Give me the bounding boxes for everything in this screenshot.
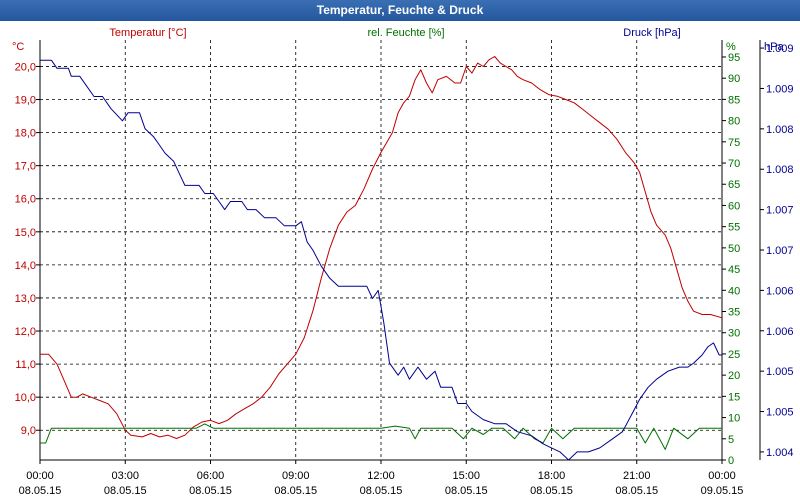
x-tick-time-label: 09:00 [282, 470, 310, 482]
humidity-tick-label: 5 [728, 434, 734, 446]
temperature-tick-label: 11,0 [15, 359, 36, 371]
humidity-tick-label: 45 [728, 264, 740, 276]
x-tick-time-label: 15:00 [452, 470, 480, 482]
humidity-tick-label: 50 [728, 243, 740, 255]
x-tick-time-label: 00:00 [708, 470, 736, 482]
pressure-tick-label: 1.005 [766, 366, 794, 378]
temperature-line [40, 56, 723, 439]
x-tick-time-label: 12:00 [367, 470, 395, 482]
x-tick-date-label: 08.05.15 [360, 485, 403, 497]
humidity-tick-label: 55 [728, 222, 740, 234]
humidity-tick-label: 15 [728, 391, 740, 403]
temperature-axis-label: Temperatur [°C] [109, 27, 186, 39]
humidity-tick-label: 75 [728, 137, 740, 149]
pressure-tick-label: 1.009 [766, 43, 794, 55]
x-tick-time-label: 06:00 [197, 470, 225, 482]
pressure-line [40, 59, 722, 461]
temperature-tick-label: 18,0 [15, 128, 36, 140]
humidity-axis-label: rel. Feuchte [%] [367, 27, 444, 39]
x-tick-time-label: 03:00 [111, 470, 139, 482]
chart-title: Temperatur, Feuchte & Druck [316, 3, 484, 17]
temperature-tick-label: 9,0 [21, 425, 36, 437]
tick-labels: 9,0 10,0 11,0 12,0 13,0 14,0 15,0 16,0 17,0 18,0 1… [15, 43, 794, 497]
pressure-tick-label: 1.008 [766, 164, 794, 176]
humidity-tick-label: 35 [728, 307, 740, 319]
temperature-tick-label: 12,0 [15, 326, 36, 338]
pressure-tick-label: 1.005 [766, 407, 794, 419]
grid [40, 40, 722, 460]
humidity-tick-label: 85 [728, 94, 740, 106]
chart-title-bar: Temperatur, Feuchte & Druck [0, 0, 800, 21]
x-tick-date-label: 08.05.15 [19, 485, 62, 497]
pressure-tick-label: 1.009 [766, 83, 794, 95]
humidity-tick-label: 25 [728, 349, 740, 361]
temperature-tick-label: 10,0 [15, 392, 36, 404]
x-tick-date-label: 08.05.15 [445, 485, 488, 497]
temperature-tick-label: 16,0 [15, 194, 36, 206]
humidity-unit-label: % [726, 41, 736, 53]
humidity-line [40, 423, 722, 450]
x-tick-date-label: 08.05.15 [615, 485, 658, 497]
humidity-tick-label: 90 [728, 73, 740, 85]
temperature-tick-label: 15,0 [15, 227, 36, 239]
temperature-tick-label: 17,0 [15, 161, 36, 173]
pressure-tick-label: 1.006 [766, 326, 794, 338]
x-tick-date-label: 08.05.15 [274, 485, 317, 497]
x-tick-date-label: 08.05.15 [530, 485, 573, 497]
humidity-tick-label: 20 [728, 370, 740, 382]
humidity-tick-label: 30 [728, 328, 740, 340]
humidity-tick-label: 95 [728, 52, 740, 64]
temperature-tick-label: 19,0 [15, 95, 36, 107]
pressure-tick-label: 1.007 [766, 245, 794, 257]
series-lines [40, 56, 723, 461]
x-tick-time-label: 21:00 [623, 470, 651, 482]
x-tick-date-label: 08.05.15 [104, 485, 147, 497]
pressure-tick-label: 1.008 [766, 124, 794, 136]
temperature-tick-label: 20,0 [15, 61, 36, 73]
x-tick-time-label: 00:00 [26, 470, 54, 482]
temperature-tick-label: 13,0 [15, 293, 36, 305]
x-tick-date-label: 08.05.15 [189, 485, 232, 497]
humidity-tick-label: 10 [728, 413, 740, 425]
pressure-unit-label: hPa [764, 41, 784, 53]
temperature-unit-label: °C [12, 41, 24, 53]
pressure-tick-label: 1.006 [766, 285, 794, 297]
humidity-tick-label: 40 [728, 285, 740, 297]
pressure-tick-label: 1.007 [766, 205, 794, 217]
x-tick-date-label: 09.05.15 [701, 485, 744, 497]
pressure-tick-label: 1.004 [766, 447, 794, 459]
humidity-tick-label: 0 [728, 455, 734, 467]
humidity-tick-label: 70 [728, 158, 740, 170]
temperature-tick-label: 14,0 [15, 260, 36, 272]
humidity-tick-label: 80 [728, 116, 740, 128]
humidity-tick-label: 65 [728, 179, 740, 191]
humidity-tick-label: 60 [728, 200, 740, 212]
x-tick-time-label: 18:00 [538, 470, 566, 482]
pressure-axis-label: Druck [hPa] [623, 27, 680, 39]
